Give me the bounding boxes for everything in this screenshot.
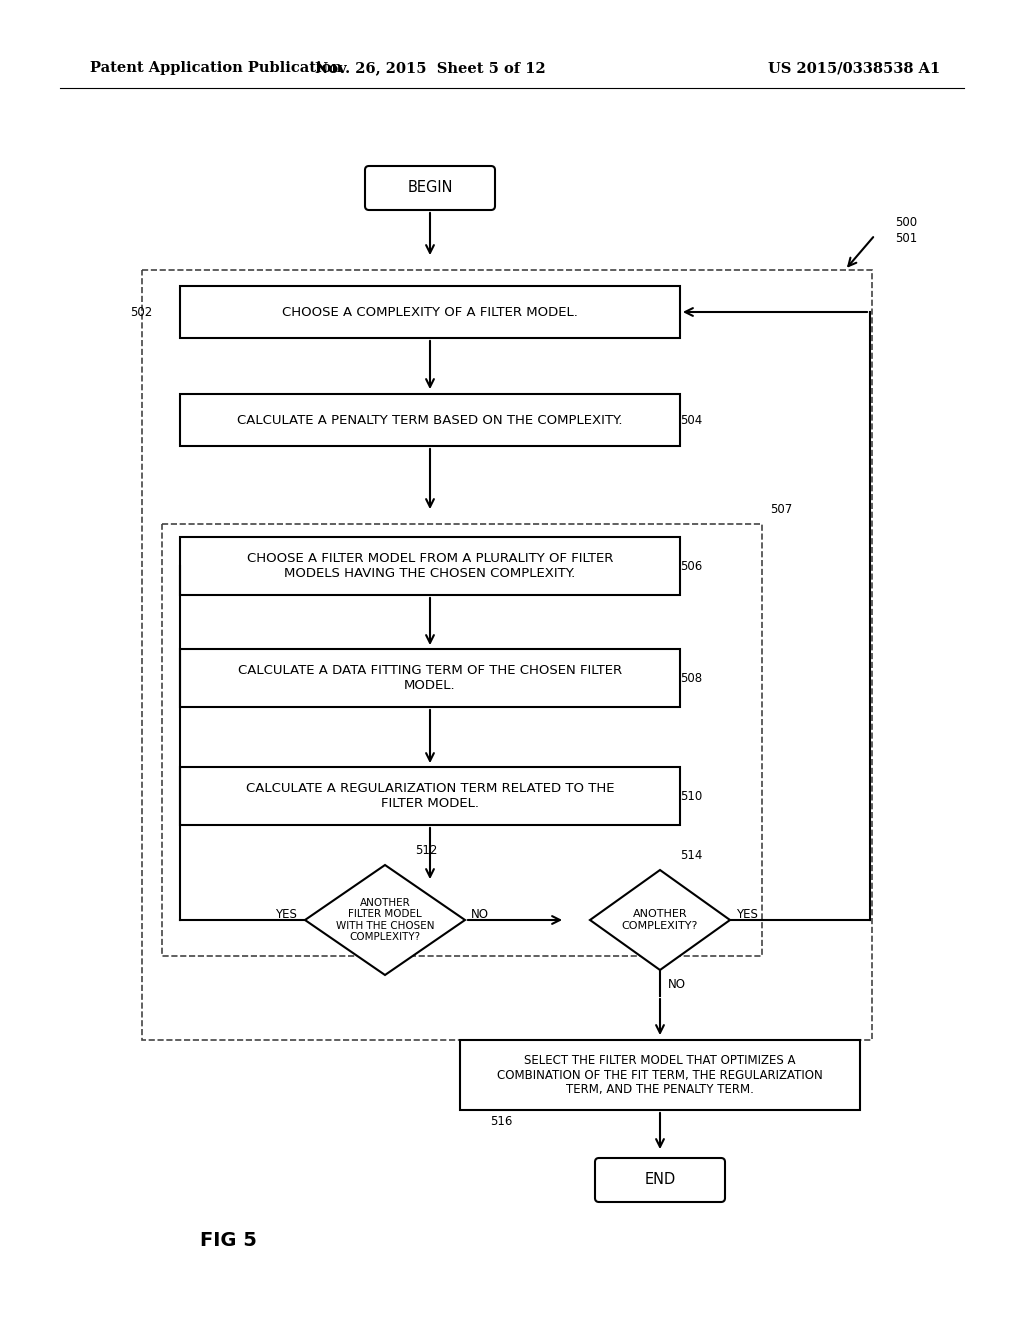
Text: CHOOSE A COMPLEXITY OF A FILTER MODEL.: CHOOSE A COMPLEXITY OF A FILTER MODEL.	[282, 305, 578, 318]
FancyBboxPatch shape	[595, 1158, 725, 1203]
Text: ANOTHER
FILTER MODEL
WITH THE CHOSEN
COMPLEXITY?: ANOTHER FILTER MODEL WITH THE CHOSEN COM…	[336, 898, 434, 942]
Bar	[180, 767, 680, 825]
Text: Patent Application Publication: Patent Application Publication	[90, 61, 342, 75]
Text: 501: 501	[895, 231, 918, 244]
Polygon shape	[305, 865, 465, 975]
Text: NO: NO	[471, 908, 489, 920]
Text: FIG 5: FIG 5	[200, 1230, 257, 1250]
Text: 500: 500	[895, 215, 918, 228]
Text: BEGIN: BEGIN	[408, 181, 453, 195]
Polygon shape	[590, 870, 730, 970]
Text: CHOOSE A FILTER MODEL FROM A PLURALITY OF FILTER
MODELS HAVING THE CHOSEN COMPLE: CHOOSE A FILTER MODEL FROM A PLURALITY O…	[247, 552, 613, 579]
Bar	[460, 1040, 860, 1110]
Text: 507: 507	[770, 503, 793, 516]
Text: 516: 516	[490, 1115, 512, 1129]
Text: YES: YES	[736, 908, 758, 920]
Bar	[180, 649, 680, 708]
Text: CALCULATE A DATA FITTING TERM OF THE CHOSEN FILTER
MODEL.: CALCULATE A DATA FITTING TERM OF THE CHO…	[238, 664, 622, 692]
Text: 510: 510	[680, 789, 702, 803]
Text: ANOTHER
COMPLEXITY?: ANOTHER COMPLEXITY?	[622, 909, 698, 931]
Text: 514: 514	[680, 849, 702, 862]
Text: 502: 502	[130, 305, 152, 318]
Text: SELECT THE FILTER MODEL THAT OPTIMIZES A
COMBINATION OF THE FIT TERM, THE REGULA: SELECT THE FILTER MODEL THAT OPTIMIZES A…	[497, 1053, 823, 1097]
Text: CALCULATE A PENALTY TERM BASED ON THE COMPLEXITY.: CALCULATE A PENALTY TERM BASED ON THE CO…	[238, 413, 623, 426]
Text: 512: 512	[415, 843, 437, 857]
Text: NO: NO	[668, 978, 686, 991]
Text: END: END	[644, 1172, 676, 1188]
Bar	[180, 537, 680, 595]
Text: YES: YES	[275, 908, 297, 920]
Bar	[180, 286, 680, 338]
Text: 504: 504	[680, 413, 702, 426]
Bar	[180, 393, 680, 446]
Text: US 2015/0338538 A1: US 2015/0338538 A1	[768, 61, 940, 75]
Text: 508: 508	[680, 672, 702, 685]
Bar	[142, 271, 872, 1040]
Bar	[162, 524, 762, 956]
FancyBboxPatch shape	[365, 166, 495, 210]
Text: Nov. 26, 2015  Sheet 5 of 12: Nov. 26, 2015 Sheet 5 of 12	[314, 61, 546, 75]
Text: CALCULATE A REGULARIZATION TERM RELATED TO THE
FILTER MODEL.: CALCULATE A REGULARIZATION TERM RELATED …	[246, 781, 614, 810]
Text: 506: 506	[680, 560, 702, 573]
